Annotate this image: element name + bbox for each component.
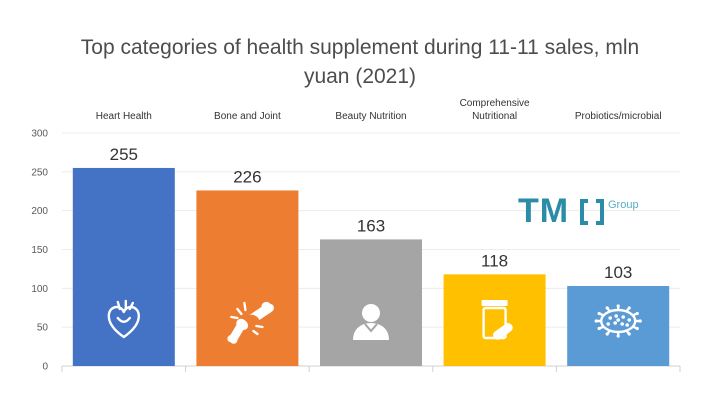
data-label: 163 <box>357 216 385 235</box>
bar <box>196 190 299 366</box>
bar <box>320 239 422 366</box>
tmo-group-logo: TM Group <box>518 192 639 230</box>
y-axis-ticks: 0 50 100 150 200 250 300 <box>31 129 48 373</box>
category-label: Comprehensive Nutritional <box>460 98 530 122</box>
bar <box>72 167 175 366</box>
data-label: 255 <box>110 145 138 164</box>
chart-title: Top categories of health supplement duri… <box>80 36 640 88</box>
bar <box>567 286 670 366</box>
data-label: 118 <box>481 251 508 270</box>
y-tick-label: 0 <box>42 362 48 373</box>
category-label: Heart Health <box>96 111 152 122</box>
category-label: Probiotics/microbial <box>575 111 662 122</box>
bar <box>443 274 546 366</box>
logo-bracket-left-icon <box>580 199 588 225</box>
data-label: 226 <box>233 167 261 186</box>
y-tick-label: 300 <box>31 129 48 140</box>
category-label: Bone and Joint <box>214 111 281 122</box>
y-tick-label: 200 <box>31 206 48 217</box>
y-tick-label: 50 <box>37 323 49 334</box>
data-labels: 255 226 163 118 103 <box>110 145 633 282</box>
logo-word: Group <box>608 199 639 211</box>
y-tick-label: 150 <box>31 245 48 256</box>
category-label: Beauty Nutrition <box>335 111 406 122</box>
category-labels: Heart Health Bone and Joint Beauty Nutriti… <box>96 98 662 122</box>
y-tick-label: 100 <box>31 284 48 295</box>
heart-icon <box>107 299 141 339</box>
y-tick-label: 250 <box>31 167 48 178</box>
data-label: 103 <box>604 263 632 282</box>
pill-bottle-icon <box>481 300 513 340</box>
joint-bone-icon <box>227 301 274 344</box>
bars <box>72 167 670 366</box>
microbe-icon <box>594 304 642 338</box>
logo-bracket-right-icon <box>596 199 604 225</box>
logo-mark: TM <box>518 192 569 230</box>
person-icon <box>353 304 389 340</box>
bar-icons <box>107 299 642 344</box>
